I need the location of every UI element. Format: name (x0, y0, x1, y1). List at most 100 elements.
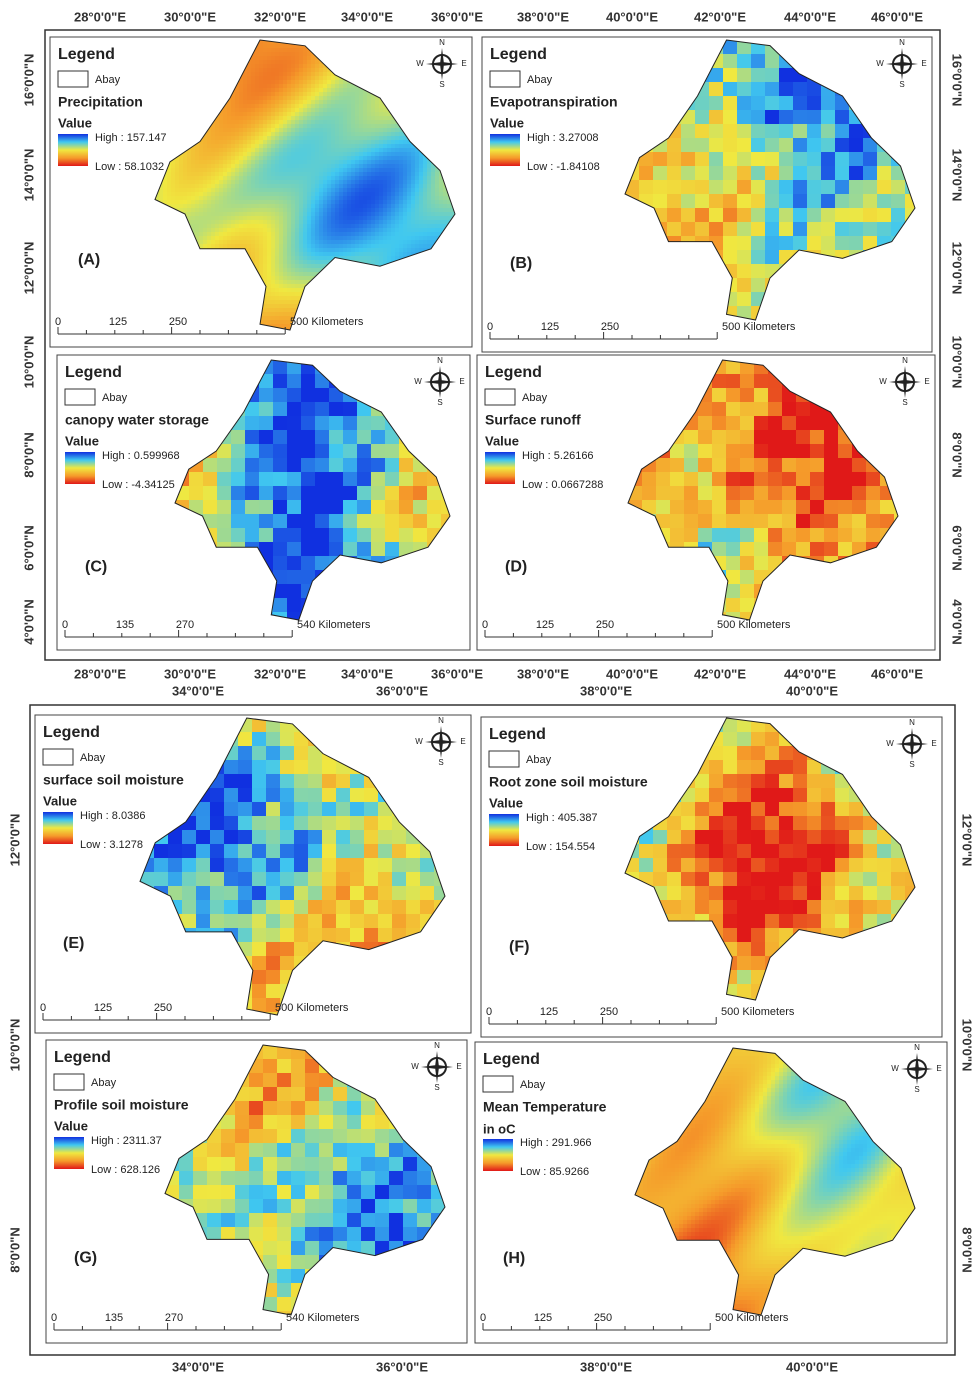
map-cell (415, 224, 420, 229)
map-cell (351, 188, 356, 193)
map-cell (327, 204, 332, 209)
map-cell (255, 164, 260, 169)
map-cell (311, 224, 316, 229)
map-cell (239, 236, 244, 241)
map-cell (247, 92, 252, 97)
map-cell (267, 232, 272, 237)
map-cell (283, 204, 288, 209)
map-cell (247, 248, 252, 253)
map-cell (351, 164, 356, 169)
map-cell (167, 176, 172, 181)
map-cell (239, 204, 244, 209)
map-cell (279, 252, 284, 257)
map-cell (323, 128, 328, 133)
map-cell (307, 140, 312, 145)
map-cell (303, 132, 308, 137)
map-cell (199, 204, 204, 209)
map-cell (243, 228, 248, 233)
map-cell (263, 124, 268, 129)
map-cell (211, 156, 216, 161)
map-cell (219, 212, 224, 217)
map-cell (391, 132, 396, 137)
map-cell (339, 208, 344, 213)
map-cell (287, 56, 292, 61)
map-cell (399, 200, 404, 205)
map-cell (223, 116, 228, 121)
map-cell (367, 236, 372, 241)
map-cell (323, 208, 328, 213)
map-cell (335, 232, 340, 237)
map-cell (403, 140, 408, 145)
map-cell (303, 172, 308, 177)
map-cell (355, 100, 360, 105)
map-cell (367, 224, 372, 229)
map-cell (291, 236, 296, 241)
map-cell (207, 220, 212, 225)
map-cell (423, 224, 428, 229)
map-cell (295, 140, 300, 145)
map-cell (195, 160, 200, 165)
map-cell (355, 132, 360, 137)
map-cell (207, 212, 212, 217)
map-cell (275, 212, 280, 217)
map-cell (211, 224, 216, 229)
map-cell (263, 92, 268, 97)
map-cell (363, 200, 368, 205)
y-coord-label: 14°0'0"N (21, 149, 36, 202)
map-cell (191, 224, 196, 229)
map-cell (283, 164, 288, 169)
map-cell (311, 232, 316, 237)
map-cell (331, 184, 336, 189)
map-cell (303, 260, 308, 265)
map-cell (391, 192, 396, 197)
map-cell (375, 172, 380, 177)
map-cell (291, 204, 296, 209)
map-cell (323, 220, 328, 225)
map-cell (267, 108, 272, 113)
map-cell (235, 128, 240, 133)
map-cell (283, 260, 288, 265)
map-cell (295, 100, 300, 105)
map-cell (407, 152, 412, 157)
map-cell (331, 116, 336, 121)
map-cell (355, 224, 360, 229)
map-cell (363, 136, 368, 141)
map-cell (411, 196, 416, 201)
map-cell (235, 164, 240, 169)
map-cell (319, 244, 324, 249)
map-cell (279, 212, 284, 217)
map-cell (231, 140, 236, 145)
map-cell (307, 160, 312, 165)
map-cell (223, 236, 228, 241)
map-cell (271, 172, 276, 177)
map-cell (279, 200, 284, 205)
map-cell (403, 196, 408, 201)
map-cell (199, 164, 204, 169)
map-cell (243, 76, 248, 81)
map-cell (347, 228, 352, 233)
map-cell (263, 204, 268, 209)
map-cell (311, 164, 316, 169)
map-cell (259, 232, 264, 237)
map-cell (347, 244, 352, 249)
map-cell (347, 192, 352, 197)
map-cell (299, 284, 304, 289)
y-coord-label: 10°0'0"N (7, 1019, 22, 1072)
map-cell (251, 200, 256, 205)
map-cell (387, 152, 392, 157)
map-cell (315, 132, 320, 137)
map-cell (223, 120, 228, 125)
map-cell (407, 244, 412, 249)
map-cell (291, 80, 296, 85)
map-cell (187, 208, 192, 213)
map-cell (203, 224, 208, 229)
y-coord-label: 10°0'0"N (950, 336, 965, 389)
map-cell (283, 88, 288, 93)
map-cell (347, 168, 352, 173)
map-cell (291, 68, 296, 73)
map-cell (223, 112, 228, 117)
map-cell (367, 216, 372, 221)
map-cell (279, 196, 284, 201)
map-cell (215, 216, 220, 221)
map-cell (347, 164, 352, 169)
